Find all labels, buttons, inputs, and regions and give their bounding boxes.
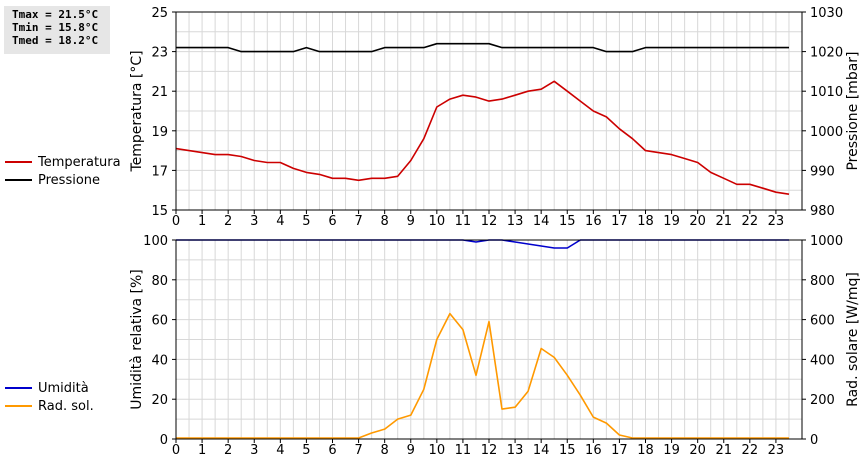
panel2-x-tick-label: 9 xyxy=(407,443,415,458)
panel2-x-tick-label: 10 xyxy=(429,443,446,458)
panel1-x-tick-label: 15 xyxy=(559,214,576,229)
panel2-x-tick-label: 1 xyxy=(198,443,206,458)
panel2-x-tick-label: 18 xyxy=(637,443,654,458)
panel2-y2label: Rad. solare [W/mq] xyxy=(845,272,860,407)
tmin-label: Tmin = 15.8°C xyxy=(12,21,99,34)
panel1-x-tick-label: 19 xyxy=(663,214,680,229)
panel1-x-tick-label: 10 xyxy=(429,214,446,229)
panel1-x-tick-label: 12 xyxy=(481,214,498,229)
panel2-y-tick-label: 60 xyxy=(151,314,168,329)
panel1-x-tick-label: 20 xyxy=(689,214,706,229)
panel1-y-tick-label: 19 xyxy=(151,125,168,140)
panel2-y-tick-label: 40 xyxy=(151,353,168,368)
panel2-x-tick-label: 8 xyxy=(381,443,389,458)
panel2-x-tick-label: 0 xyxy=(172,443,180,458)
panel2-y2-tick-label: 400 xyxy=(810,353,835,368)
panel1-x-tick-label: 6 xyxy=(328,214,336,229)
panel1-y-tick-label: 17 xyxy=(151,164,168,179)
panel1-x-tick-label: 1 xyxy=(198,214,206,229)
panel1-series-2-line xyxy=(176,42,789,53)
panel1-y2-tick-label: 990 xyxy=(810,164,835,179)
panel1-series-1-line xyxy=(175,80,790,195)
panel1-x-tick-label: 17 xyxy=(611,214,628,229)
panel2-x-tick-label: 22 xyxy=(742,443,759,458)
panel1-y-tick-label: 15 xyxy=(151,204,168,219)
panel2-y-tick-label: 80 xyxy=(151,274,168,289)
panel1-x-tick-label: 8 xyxy=(381,214,389,229)
panel2-x-tick-label: 21 xyxy=(715,443,732,458)
panel2-x-tick-label: 19 xyxy=(663,443,680,458)
panel1-x-tick-label: 16 xyxy=(585,214,602,229)
panel2-x-tick-label: 2 xyxy=(224,443,232,458)
panel2-x-tick-label: 17 xyxy=(611,443,628,458)
panel2-x-tick-label: 4 xyxy=(276,443,284,458)
panel1-x-tick-label: 21 xyxy=(715,214,732,229)
panel2-y-tick-label: 100 xyxy=(143,234,168,249)
panel2-x-tick-label: 13 xyxy=(507,443,524,458)
panel1-y2-tick-label: 1000 xyxy=(810,125,843,140)
tmed-label: Tmed = 18.2°C xyxy=(12,34,99,47)
panel1-x-tick-label: 9 xyxy=(407,214,415,229)
panel2-x-tick-label: 23 xyxy=(768,443,785,458)
panel1-x-tick-label: 13 xyxy=(507,214,524,229)
panel1-x-tick-label: 18 xyxy=(637,214,654,229)
panel2-y2-tick-label: 0 xyxy=(810,433,818,448)
panel2-x-tick-label: 7 xyxy=(354,443,362,458)
panel2-x-tick-label: 15 xyxy=(559,443,576,458)
panel2-x-tick-label: 3 xyxy=(250,443,258,458)
panel1-y2-tick-label: 1010 xyxy=(810,85,843,100)
panel2-series-2-line xyxy=(176,312,789,439)
panel1-y-tick-label: 23 xyxy=(151,46,168,61)
panel1-y2-tick-label: 1030 xyxy=(810,6,843,21)
panel1-x-tick-label: 7 xyxy=(354,214,362,229)
panel1-x-tick-label: 11 xyxy=(455,214,472,229)
panel1-x-tick-label: 0 xyxy=(172,214,180,229)
panel1-y-tick-label: 25 xyxy=(151,6,168,21)
panel2-ylabel: Umidità relativa [%] xyxy=(129,269,145,410)
panel1-x-tick-label: 14 xyxy=(533,214,550,229)
panel2-y2-tick-label: 1000 xyxy=(810,234,843,249)
panel2-y2-tick-label: 800 xyxy=(810,274,835,289)
panel2-y-tick-label: 20 xyxy=(151,393,168,408)
panel2-x-tick-label: 16 xyxy=(585,443,602,458)
panel1-x-tick-label: 4 xyxy=(276,214,284,229)
panel2-x-tick-label: 14 xyxy=(533,443,550,458)
panel1-y-tick-label: 21 xyxy=(151,85,168,100)
panel2-series-1-line xyxy=(176,239,789,249)
panel2-x-tick-label: 20 xyxy=(689,443,706,458)
panel1-legend-label-1: Temperatura xyxy=(37,155,121,170)
panel1-x-tick-label: 2 xyxy=(224,214,232,229)
panel1-ylabel: Temperatura [°C] xyxy=(129,50,145,172)
panel2-y2-tick-label: 600 xyxy=(810,314,835,329)
panel2-x-tick-label: 12 xyxy=(481,443,498,458)
panel1-x-tick-label: 23 xyxy=(768,214,785,229)
panel1-y2-tick-label: 980 xyxy=(810,204,835,219)
panel2-y2-tick-label: 200 xyxy=(810,393,835,408)
panel2-y-tick-label: 0 xyxy=(160,433,168,448)
panel2-x-tick-label: 11 xyxy=(455,443,472,458)
panel2-x-tick-label: 5 xyxy=(302,443,310,458)
stats-box: Tmax = 21.5°C Tmin = 15.8°C Tmed = 18.2°… xyxy=(4,6,110,54)
panel1-y2label: Pressione [mbar] xyxy=(845,51,860,170)
panel1-x-tick-label: 3 xyxy=(250,214,258,229)
panel1-legend-label-2: Pressione xyxy=(38,173,100,188)
panel2-x-tick-label: 6 xyxy=(328,443,336,458)
panel2-legend-label-1: Umidità xyxy=(38,381,89,396)
tmax-label: Tmax = 21.5°C xyxy=(12,8,99,21)
panel1-y2-tick-label: 1020 xyxy=(810,46,843,61)
panel1-x-tick-label: 22 xyxy=(742,214,759,229)
panel2-legend-label-2: Rad. sol. xyxy=(38,399,94,414)
panel1-x-tick-label: 5 xyxy=(302,214,310,229)
